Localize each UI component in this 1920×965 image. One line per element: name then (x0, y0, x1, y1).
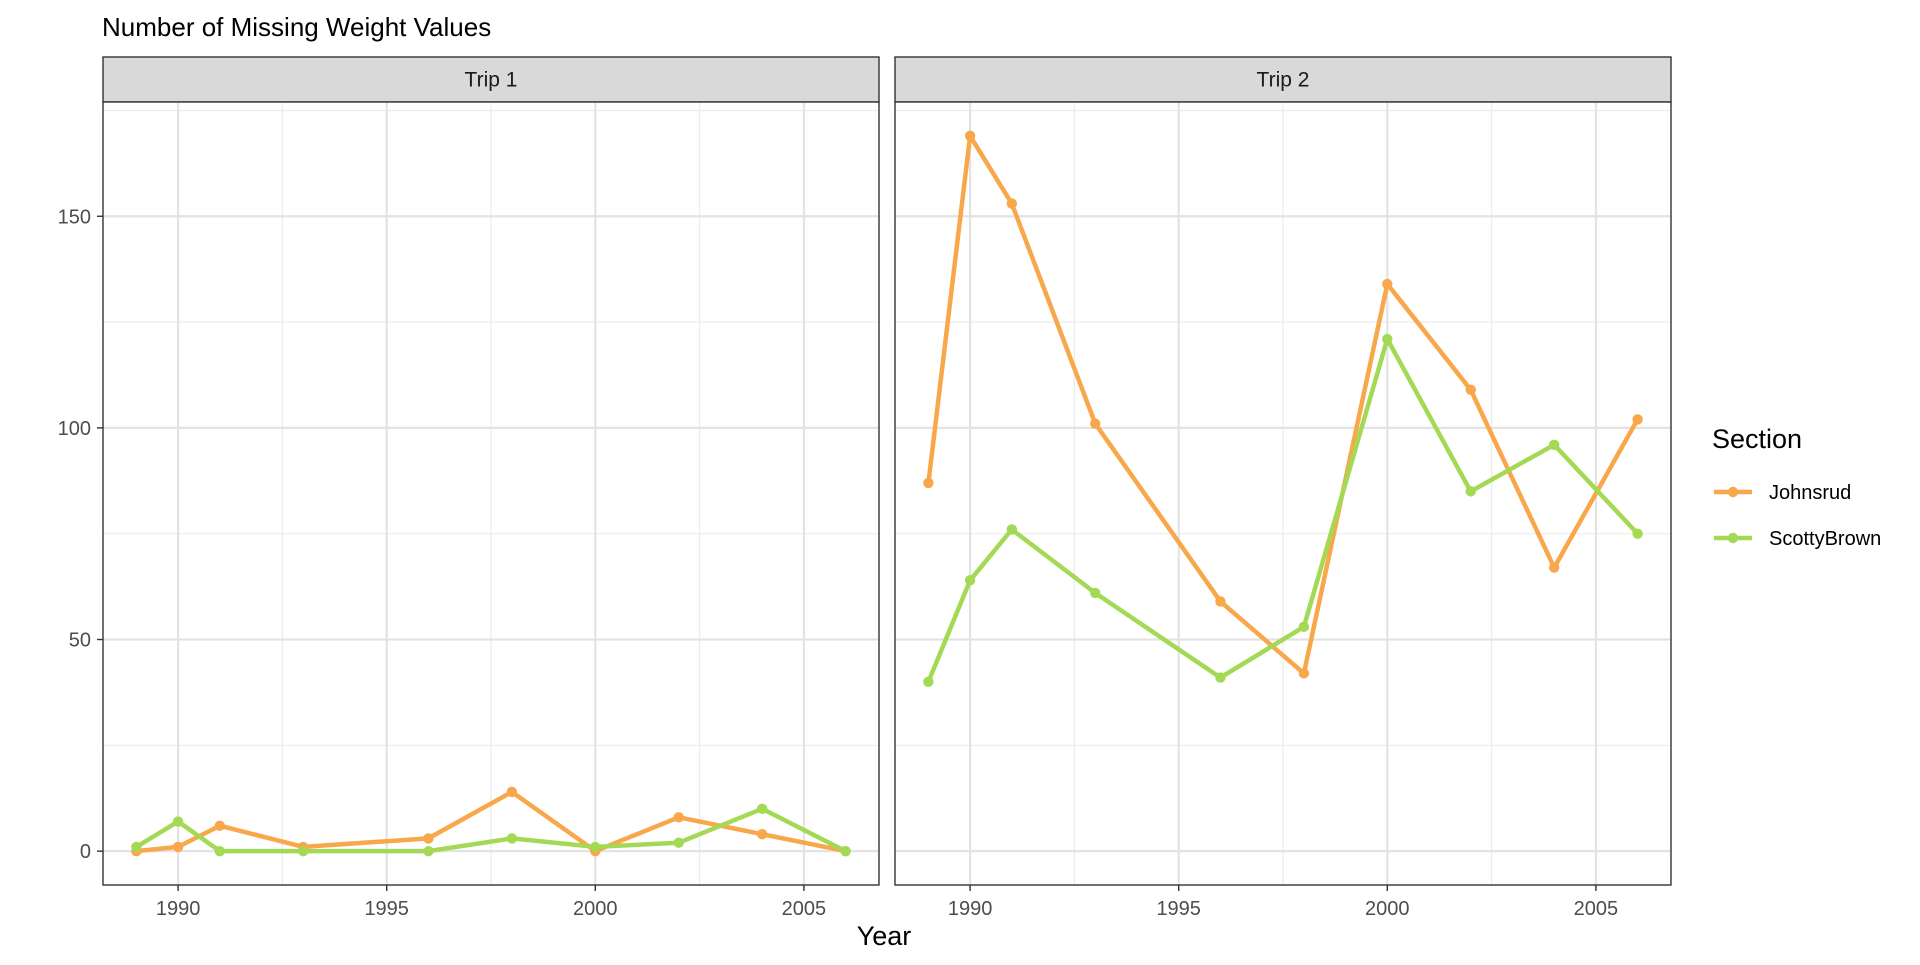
panels: Trip 1 1990 1995 2000 2005 0 50 100 150 Trip 2 199… (58, 56, 1672, 920)
data-point-johnsrud (1215, 596, 1226, 607)
data-point-scottybrown (673, 837, 684, 848)
gridlines (103, 102, 879, 885)
series-group (131, 786, 851, 857)
data-point-johnsrud (214, 820, 226, 831)
data-point-scottybrown (964, 575, 976, 586)
x-tick-label: 1995 (1156, 898, 1201, 920)
data-point-johnsrud (923, 477, 934, 489)
legend-entry-scottybrown: ScottyBrown (1714, 528, 1881, 550)
series-line-johnsrud (926, 133, 1640, 676)
y-tick-label: 50 (69, 630, 91, 652)
legend-title: Section (1712, 424, 1802, 454)
data-point-scottybrown (214, 845, 226, 857)
panel-2: Trip 2 1990 1995 2000 2005 (894, 56, 1672, 920)
facet-strip-label: Trip 1 (465, 69, 518, 92)
data-point-scottybrown (756, 803, 768, 815)
facet-strip-label: Trip 2 (1257, 69, 1310, 92)
data-point-johnsrud (1632, 414, 1643, 425)
legend-key-point (1727, 532, 1739, 544)
data-point-johnsrud (1090, 418, 1101, 429)
x-tick-label: 1990 (156, 898, 201, 920)
data-point-johnsrud (172, 841, 184, 853)
facet-strip-background (894, 56, 1672, 103)
x-tick-label: 2000 (573, 898, 618, 920)
data-point-scottybrown (1090, 587, 1101, 599)
series-group (923, 130, 1643, 688)
x-tick-label: 1995 (364, 898, 409, 920)
data-point-scottybrown (1298, 621, 1310, 633)
data-point-johnsrud (964, 130, 976, 142)
legend-label: ScottyBrown (1769, 528, 1881, 550)
data-point-scottybrown (1215, 672, 1226, 683)
chart-title: Number of Missing Weight Values (102, 12, 491, 42)
data-point-scottybrown (590, 841, 601, 853)
data-point-scottybrown (1548, 439, 1560, 451)
x-tick-label: 2000 (1365, 898, 1410, 920)
data-point-scottybrown (1632, 528, 1643, 539)
data-point-scottybrown (1382, 333, 1393, 345)
data-point-johnsrud (1548, 562, 1560, 573)
panel-border (894, 101, 1672, 886)
series-line-scottybrown (926, 336, 1640, 685)
series-line-scottybrown (134, 806, 848, 854)
data-point-johnsrud (1382, 278, 1393, 290)
y-tick-label: 100 (58, 418, 91, 440)
facet-strip-background (102, 56, 880, 103)
legend: Section Johnsrud ScottyBrown (1712, 424, 1881, 550)
x-tick-label: 2005 (782, 898, 827, 920)
data-point-scottybrown (172, 816, 184, 827)
data-point-johnsrud (756, 829, 768, 840)
data-point-scottybrown (923, 676, 934, 688)
data-point-scottybrown (840, 845, 851, 857)
x-tick-label: 2005 (1574, 898, 1619, 920)
x-tick-label: 1990 (948, 898, 993, 920)
data-point-johnsrud (1298, 668, 1310, 679)
data-point-scottybrown (298, 845, 309, 857)
data-point-johnsrud (1006, 198, 1018, 209)
legend-key-point (1727, 486, 1739, 498)
data-point-johnsrud (1465, 384, 1476, 396)
data-point-scottybrown (506, 833, 518, 844)
data-point-johnsrud (673, 812, 684, 823)
x-axis-title: Year (857, 921, 912, 951)
panel-border (102, 101, 880, 886)
data-point-scottybrown (131, 841, 142, 853)
legend-entry-johnsrud: Johnsrud (1714, 482, 1851, 504)
y-tick-label: 0 (80, 841, 91, 863)
y-tick-label: 150 (58, 206, 91, 228)
legend-label: Johnsrud (1769, 482, 1851, 504)
data-point-johnsrud (423, 833, 434, 844)
data-point-johnsrud (506, 786, 518, 798)
data-point-scottybrown (1006, 524, 1018, 535)
data-point-scottybrown (1465, 486, 1476, 497)
data-point-scottybrown (423, 845, 434, 857)
panel-1: Trip 1 1990 1995 2000 2005 0 50 100 150 (58, 56, 880, 920)
